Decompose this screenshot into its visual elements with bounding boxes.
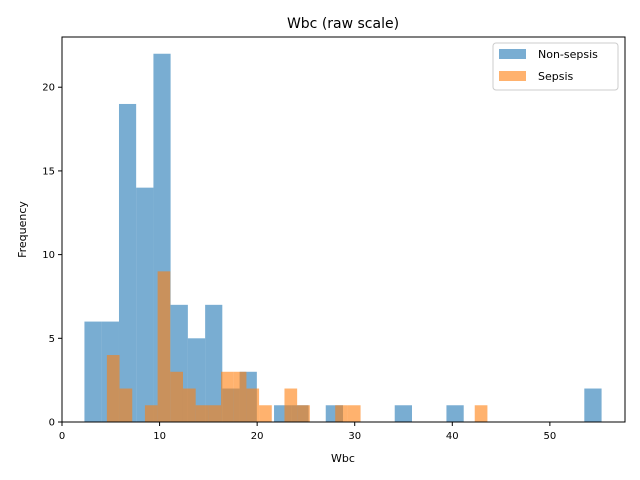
bar-sepsis-7 [208,405,222,422]
bar-sepsis-8 [221,371,234,422]
chart-title: Wbc (raw scale) [287,16,399,32]
y-tick-label-15: 15 [42,166,55,177]
bar-sepsis-0 [106,355,120,422]
bar-sepsis-5 [182,388,196,422]
y-axis: 0 5 10 15 20 [42,83,62,429]
bar-sepsis-3 [157,271,171,422]
y-tick-label-5: 5 [49,334,55,345]
x-axis-label: Wbc [331,452,355,465]
y-tick-label-20: 20 [42,83,55,94]
bar-non-sepsis-15 [584,388,602,422]
bar-sepsis-6 [195,405,209,422]
bar-sepsis-11 [259,405,272,422]
bar-non-sepsis-14 [446,405,464,422]
bar-sepsis-1 [119,388,133,422]
x-tick-label-20: 20 [251,431,264,442]
bar-non-sepsis-2 [118,103,137,423]
plot-frame [61,36,626,423]
x-tick-label-40: 40 [446,431,459,442]
x-axis: 0 10 20 30 40 50 [59,422,556,442]
legend-label-non-sepsis: Non-sepsis [538,48,598,61]
bars-group [84,53,602,423]
bar-sepsis-9 [233,371,247,422]
bar-sepsis-4 [170,371,183,422]
bar-sepsis-15 [347,405,361,422]
bar-sepsis-12 [284,388,298,422]
y-tick-label-10: 10 [42,250,55,261]
bar-sepsis-13 [297,405,310,422]
y-axis-label: Frequency [16,201,29,258]
legend-label-sepsis: Sepsis [538,70,574,83]
bar-sepsis-2 [144,405,158,422]
x-tick-label-10: 10 [153,431,166,442]
x-tick-label-0: 0 [59,431,65,442]
bar-non-sepsis-0 [84,321,102,422]
bar-non-sepsis-3 [136,187,154,422]
legend: Non-sepsis Sepsis [492,42,619,91]
legend-swatch-sepsis [499,71,526,81]
bar-sepsis-10 [246,388,260,422]
bar-sepsis-16 [474,405,488,422]
y-tick-label-0: 0 [49,418,55,429]
legend-swatch-non-sepsis [499,49,526,59]
x-tick-label-30: 30 [348,431,361,442]
x-tick-label-50: 50 [544,431,557,442]
bar-non-sepsis-7 [205,304,223,422]
bar-sepsis-14 [335,405,348,422]
bar-non-sepsis-13 [394,405,412,422]
